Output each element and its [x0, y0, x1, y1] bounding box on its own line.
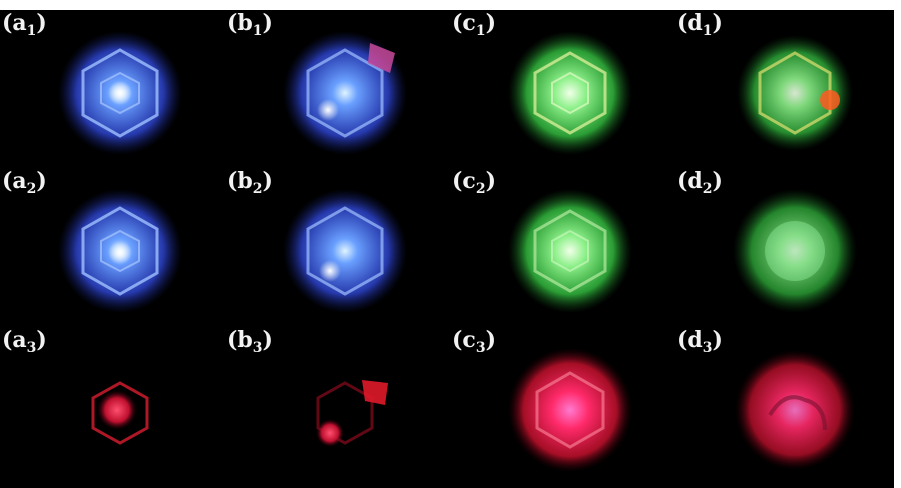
panel-label-b1: (b1) — [227, 10, 273, 39]
crystal-image-a1 — [58, 31, 182, 155]
panel-b2: (b2) — [225, 168, 450, 327]
panel-c3: (c3) — [450, 327, 675, 486]
crystal-image-a2 — [58, 189, 182, 313]
panel-label-c3: (c3) — [452, 327, 496, 356]
crystal-image-c2 — [508, 189, 632, 313]
crystal-image-c3 — [508, 348, 632, 472]
crystal-image-d1 — [737, 35, 853, 151]
panel-a3: (a3) — [0, 327, 225, 486]
panel-label-d2: (d2) — [677, 168, 723, 197]
panel-c2: (c2) — [450, 168, 675, 327]
panel-d3: (d3) — [675, 327, 900, 486]
crystal-image-b2 — [283, 189, 407, 313]
crystal-image-a3 — [91, 381, 149, 445]
right-border — [894, 0, 901, 488]
panel-label-a2: (a2) — [2, 168, 47, 197]
crystal-image-d2 — [733, 189, 857, 313]
panel-label-d3: (d3) — [677, 327, 723, 356]
panel-b1: (b1) — [225, 10, 450, 169]
panel-label-a1: (a1) — [2, 10, 47, 39]
panel-a1: (a1) — [0, 10, 225, 169]
panel-label-c1: (c1) — [452, 10, 496, 39]
panel-d2: (d2) — [675, 168, 900, 327]
panel-d1: (d1) — [675, 10, 900, 169]
panel-c1: (c1) — [450, 10, 675, 169]
panel-label-c2: (c2) — [452, 168, 496, 197]
crystal-image-b1 — [283, 31, 407, 155]
top-border — [0, 0, 901, 10]
panel-label-d1: (d1) — [677, 10, 723, 39]
panel-label-a3: (a3) — [2, 327, 47, 356]
panel-label-b2: (b2) — [227, 168, 273, 197]
panel-a2: (a2) — [0, 168, 225, 327]
panel-b3: (b3) — [225, 327, 450, 486]
crystal-image-d3 — [735, 350, 855, 470]
crystal-image-b3 — [316, 380, 388, 447]
panel-label-b3: (b3) — [227, 327, 273, 356]
crystal-image-c1 — [508, 31, 632, 155]
